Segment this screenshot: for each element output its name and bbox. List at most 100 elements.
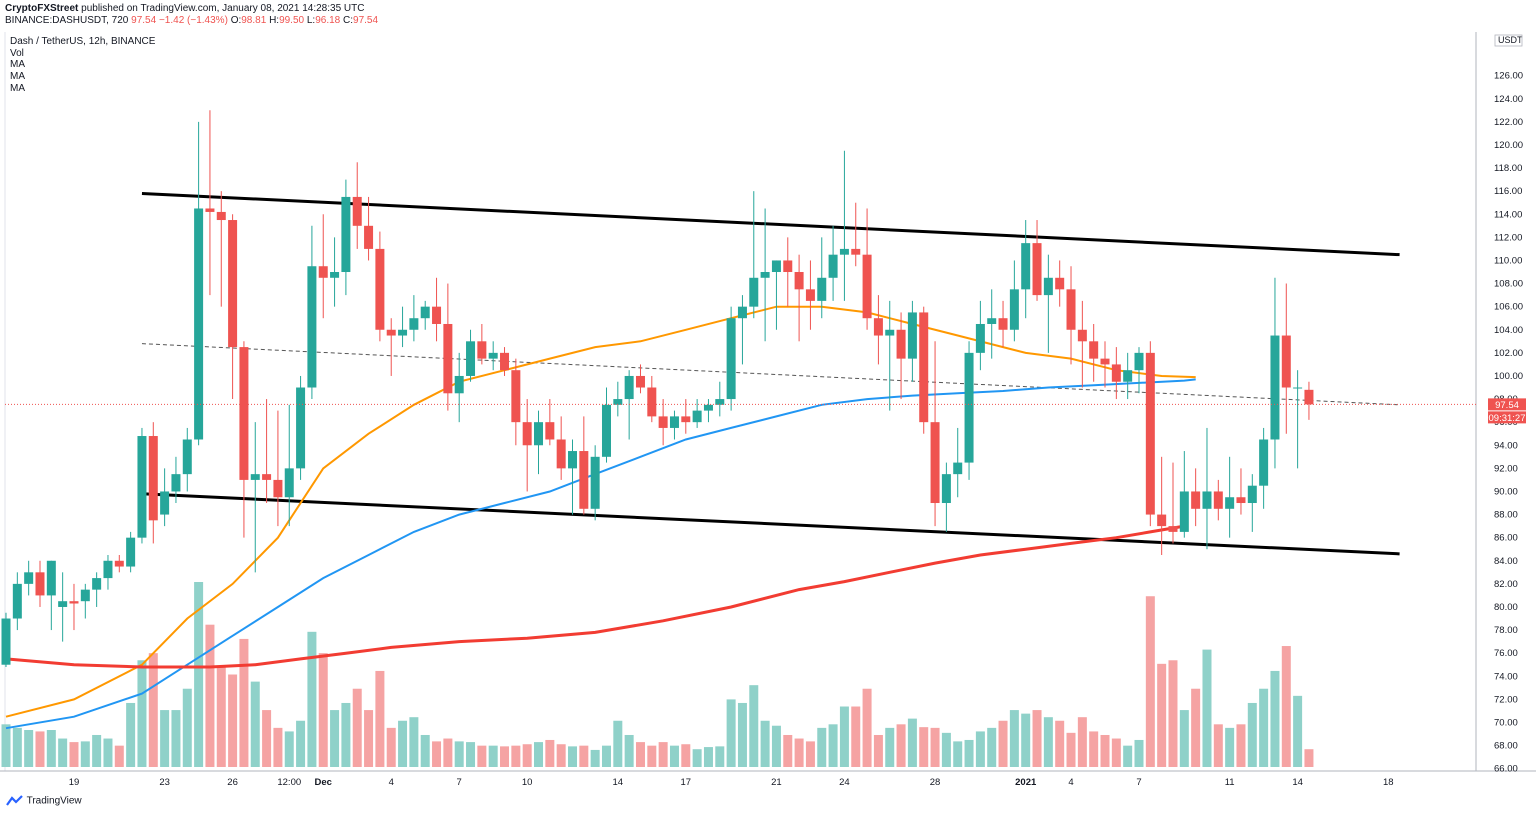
candle-body [239, 347, 249, 480]
candle [330, 237, 340, 307]
volume-bar [466, 742, 476, 767]
candle-body [1021, 243, 1031, 290]
candle [1213, 479, 1223, 521]
candle-body [1100, 358, 1110, 365]
candle [907, 300, 917, 382]
volume-bar [681, 744, 691, 767]
volume-bar [556, 744, 566, 767]
high-label: H: [269, 15, 280, 26]
candle [749, 191, 759, 319]
close-label: C: [343, 15, 354, 26]
candle [24, 560, 34, 596]
volume-bars [1, 582, 1314, 767]
candle-body [1157, 514, 1167, 527]
candle [579, 416, 589, 515]
y-tick-label: 106.00 [1494, 302, 1523, 313]
published-text: published on TradingView.com, January 08… [78, 3, 365, 14]
volume-bar [1123, 745, 1133, 767]
chart-title[interactable]: Dash / TetherUS, 12h, BINANCE [10, 36, 156, 47]
candle [239, 341, 249, 538]
candle-body [998, 318, 1008, 330]
candle [262, 399, 272, 504]
volume-bar [873, 734, 883, 767]
volume-bar [273, 727, 283, 767]
volume-bar [522, 744, 532, 767]
volume-bar [443, 738, 453, 767]
candle-body [862, 254, 872, 319]
candle [1247, 474, 1257, 532]
candle-body [919, 312, 929, 423]
candle-body [953, 462, 963, 475]
low-label: L: [306, 15, 316, 26]
y-tick-label: 90.00 [1494, 486, 1518, 497]
ma-line-2 [5, 378, 1196, 730]
legend-volume[interactable]: Vol [10, 48, 24, 59]
volume-bar [669, 745, 679, 767]
y-tick-label: 116.00 [1494, 186, 1522, 197]
legend-ma-3[interactable]: MA [10, 83, 25, 94]
volume-bar [1111, 738, 1121, 767]
time-axis[interactable]: 19 23 26 12:00 Dec 4 7 10 14 17 21 24 28 2021 4 7 11 14 18 [69, 777, 1394, 788]
candle [1021, 220, 1031, 319]
candle [46, 560, 56, 631]
candle [613, 381, 623, 417]
candle-body [69, 601, 79, 604]
volume-bar [1055, 720, 1065, 767]
volume-bar [205, 624, 215, 767]
candle [318, 214, 328, 319]
volume-bar [80, 741, 90, 767]
x-tick-label: 21 [771, 777, 782, 788]
volume-bar [975, 731, 985, 767]
y-tick-label: 76.00 [1494, 648, 1518, 659]
candle-body [783, 260, 793, 273]
brand-name: TradingView [26, 795, 82, 807]
candle-body [58, 601, 68, 607]
volume-bar [805, 741, 815, 767]
price-change: −1.42 (−1.43%) [158, 15, 228, 26]
high-value: 99.50 [279, 15, 305, 26]
volume-bar [839, 706, 849, 767]
x-tick-label: 14 [613, 777, 624, 788]
candle [1009, 260, 1019, 342]
candle [919, 306, 929, 434]
candle [273, 410, 283, 527]
symbol-label: BINANCE:DASHUSDT, 720 [5, 15, 129, 26]
y-tick-label: 122.00 [1494, 117, 1523, 128]
volume-bar [148, 653, 158, 767]
volume-bar [760, 720, 770, 767]
candle-body [941, 474, 951, 504]
x-tick-label: 2021 [1015, 777, 1037, 788]
candle [398, 306, 408, 348]
candle [1100, 341, 1110, 388]
candle [817, 237, 827, 319]
candle-body [296, 387, 306, 469]
candle [703, 399, 713, 423]
candle-body [352, 196, 362, 226]
candle-body [443, 323, 453, 394]
candle [873, 295, 883, 365]
candle-body [930, 422, 940, 504]
candle [1043, 254, 1053, 353]
candle-body [284, 468, 294, 498]
publish-info: CryptoFXStreet published on TradingView.… [5, 3, 364, 14]
volume-bar [885, 727, 895, 767]
y-tick-label: 70.00 [1494, 717, 1518, 728]
candle [1, 612, 11, 668]
candle-body [341, 196, 351, 273]
y-tick-label: 84.00 [1494, 556, 1518, 567]
tradingview-brand[interactable]: TradingView [6, 795, 82, 807]
volume-bar [1134, 739, 1144, 767]
axis-unit-box [1494, 34, 1523, 47]
moving-average-lines [5, 305, 1196, 730]
volume-bar [386, 727, 396, 767]
legend-ma-1[interactable]: MA [10, 59, 25, 70]
candle [216, 191, 226, 307]
candle [941, 462, 951, 532]
legend-ma-2[interactable]: MA [10, 71, 25, 82]
candle [669, 410, 679, 440]
candle-body [398, 329, 408, 336]
last-price-text: 97.54 [1495, 400, 1519, 411]
candle-body [114, 560, 124, 567]
volume-bar [941, 732, 951, 767]
